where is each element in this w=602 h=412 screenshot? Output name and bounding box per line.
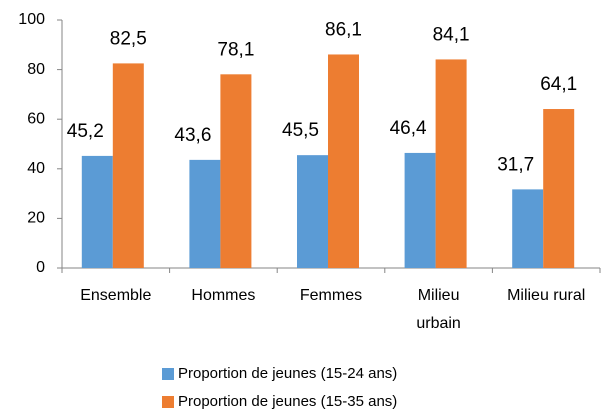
y-tick-label: 40 [27, 160, 45, 177]
y-tick-label: 80 [27, 61, 45, 78]
data-label: 78,1 [217, 39, 254, 60]
data-label: 45,2 [67, 121, 104, 142]
x-tick-label: Femmes [300, 287, 362, 304]
data-label: 31,7 [497, 154, 534, 175]
data-label: 82,5 [110, 28, 147, 49]
y-tick-label: 100 [18, 11, 45, 28]
bar [81, 155, 113, 268]
data-label: 43,6 [174, 125, 211, 146]
x-tick-label: Milieu urbain [416, 287, 460, 332]
bar [297, 155, 328, 268]
x-tick-label: Milieu rural [507, 287, 585, 304]
legend-label: Proportion de jeunes (15-35 ans) [178, 393, 397, 410]
legend-label: Proportion de jeunes (15-24 ans) [178, 365, 397, 382]
bar [112, 63, 144, 269]
data-label: 84,1 [433, 24, 470, 45]
y-tick-label: 60 [27, 110, 45, 127]
bar [435, 59, 467, 268]
data-label: 45,5 [282, 120, 319, 141]
bar [189, 159, 221, 268]
bar [512, 189, 544, 268]
data-label: 64,1 [540, 74, 577, 95]
data-label: 46,4 [390, 118, 427, 139]
bar [220, 74, 252, 268]
y-tick-label: 20 [27, 210, 45, 227]
bar [543, 109, 575, 268]
x-tick-label: Hommes [191, 287, 255, 304]
y-tick-label: 0 [36, 259, 45, 276]
bar [404, 152, 436, 268]
data-label: 86,1 [325, 19, 362, 40]
bar [328, 54, 359, 268]
x-tick-label: Ensemble [80, 287, 151, 304]
legend-swatch [162, 368, 174, 380]
legend-swatch [162, 396, 174, 408]
